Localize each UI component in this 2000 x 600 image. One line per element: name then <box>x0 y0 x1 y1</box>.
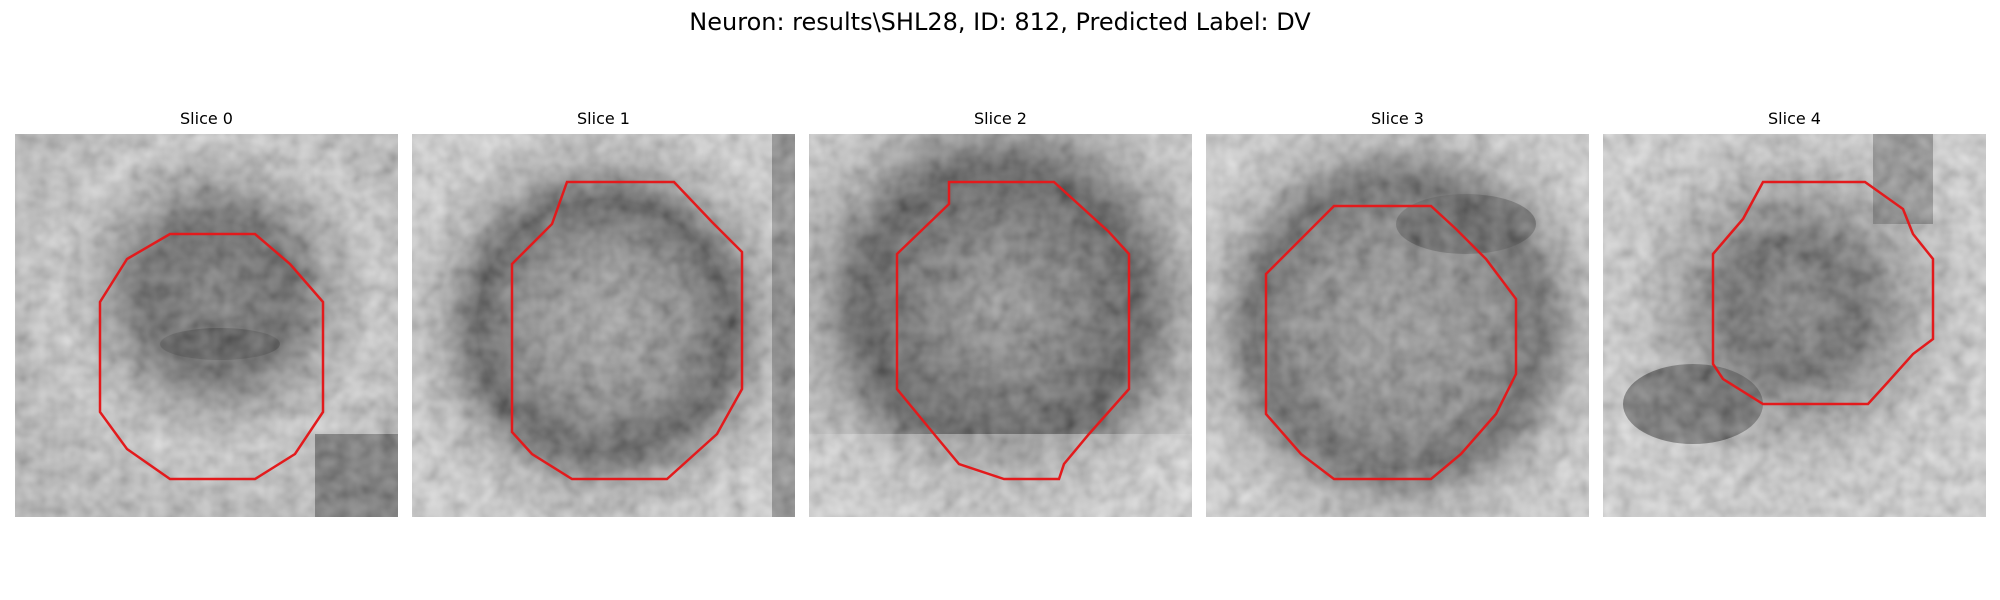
roi-outline-1 <box>510 180 744 481</box>
slice-svg-1 <box>412 134 795 517</box>
slice-image-3 <box>1206 134 1589 517</box>
roi-outline-3 <box>1264 204 1518 481</box>
slice-title-3: Slice 3 <box>1371 109 1424 128</box>
slice-image-2 <box>809 134 1192 517</box>
slice-image-4 <box>1603 134 1986 517</box>
slice-svg-3 <box>1206 134 1589 517</box>
slice-image-0 <box>15 134 398 517</box>
slice-title-2: Slice 2 <box>974 109 1027 128</box>
slice-title-4: Slice 4 <box>1768 109 1821 128</box>
slice-svg-0 <box>15 134 398 517</box>
slice-title-0: Slice 0 <box>180 109 233 128</box>
slice-title-1: Slice 1 <box>577 109 630 128</box>
slice-svg-4 <box>1603 134 1986 517</box>
slice-svg-2 <box>809 134 1192 517</box>
figure-title: Neuron: results\SHL28, ID: 812, Predicte… <box>689 8 1311 36</box>
roi-outline-2 <box>895 180 1131 481</box>
roi-outline-0 <box>98 232 325 481</box>
slice-image-1 <box>412 134 795 517</box>
roi-outline-4 <box>1711 180 1935 406</box>
